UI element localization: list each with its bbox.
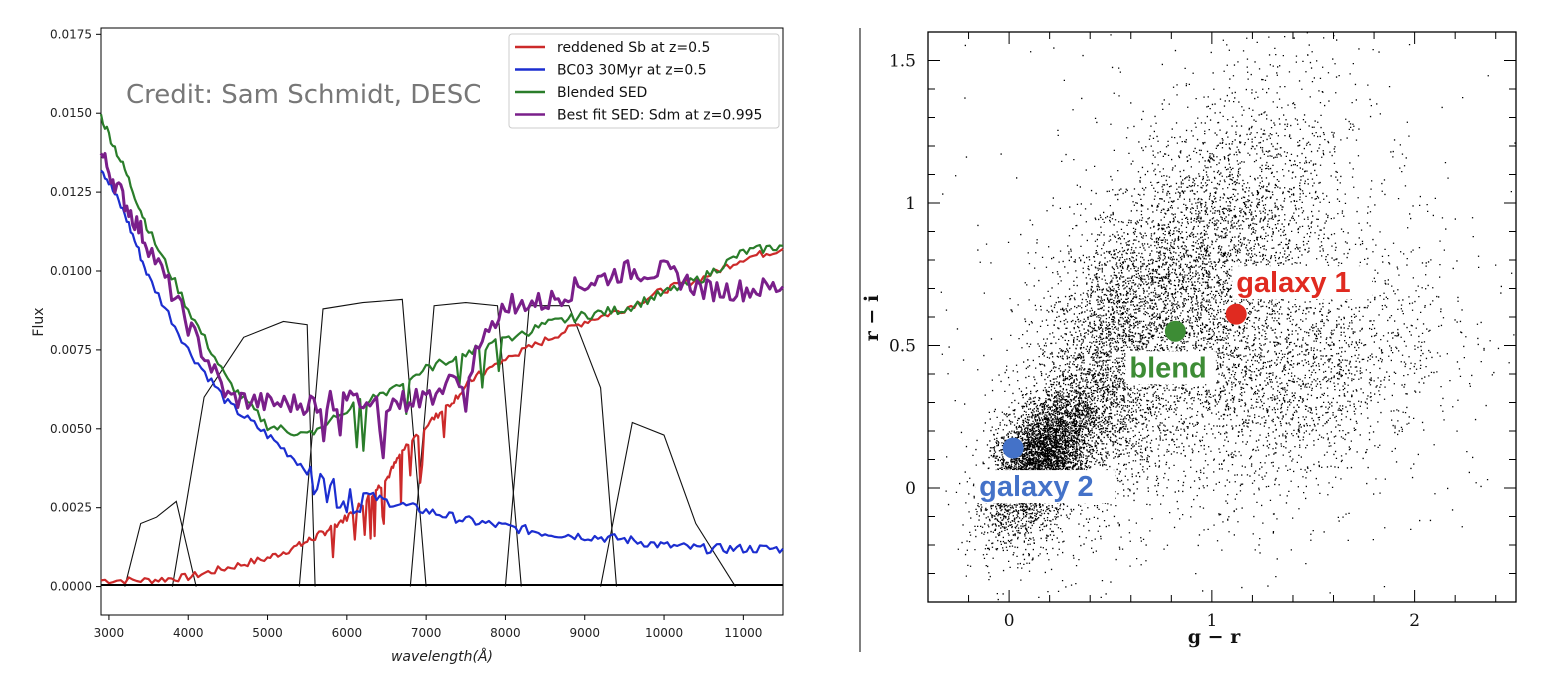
sed-y-axis-label: Flux <box>31 307 47 336</box>
sed-y-tick-label: 0.0125 <box>50 185 92 199</box>
filter-curve-g <box>171 320 316 587</box>
cc-y-tick-label: 1 <box>905 194 916 214</box>
sed-x-tick-label: 9000 <box>569 626 600 640</box>
label-bg <box>1232 266 1373 300</box>
legend-entry: BC03 30Myr at z=0.5 <box>557 63 707 79</box>
cc-x-axis-label: g − r <box>1188 626 1241 648</box>
cc-y-axis-label: r − i <box>861 295 883 341</box>
sed-y-tick-label: 0.0025 <box>50 501 92 515</box>
legend-entry: reddened Sb at z=0.5 <box>557 40 710 56</box>
legend-box <box>508 33 780 129</box>
sed-legend: reddened Sb at z=0.5 BC03 30Myr at z=0.5 B… <box>508 33 780 129</box>
filter-curve-u <box>124 500 197 587</box>
series-line-1 <box>100 169 784 555</box>
cc-plot-frame <box>927 31 1517 603</box>
marker-blend <box>1164 320 1186 342</box>
credit-text: Credit: Sam Schmidt, DESC <box>126 80 481 110</box>
sed-y-tick-label: 0.0175 <box>50 27 92 41</box>
legend-entry: Best fit SED: Sdm at z=0.995 <box>557 108 762 124</box>
cc-y-tick-label: 1.5 <box>889 52 916 72</box>
sed-y-tick-label: 0.0075 <box>50 343 92 357</box>
sed-x-tick-label: 11000 <box>724 626 762 640</box>
sed-chart: 0.0000 0.0025 0.0050 0.0075 0.0100 0.0125 0.01… <box>31 27 785 665</box>
marker-galaxy-2 <box>1002 437 1024 459</box>
series-line-0 <box>100 247 784 585</box>
sed-plot-frame <box>100 27 784 616</box>
sed-x-tick-label: 10000 <box>645 626 683 640</box>
sed-x-tick-label: 3000 <box>94 626 125 640</box>
sed-x-tick-label: 4000 <box>173 626 204 640</box>
sed-x-axis-label: wavelength(Å) <box>391 648 493 665</box>
cc-x-tick-label: 2 <box>1409 611 1420 631</box>
sed-y-tick-label: 0.0000 <box>50 580 92 594</box>
sed-y-tick-label: 0.0100 <box>50 264 92 278</box>
filter-curve-i <box>409 302 522 587</box>
series-line-2 <box>99 113 784 452</box>
filter-curve-y <box>600 421 736 587</box>
sed-x-tick-label: 6000 <box>332 626 363 640</box>
label-bg <box>1125 351 1216 385</box>
sed-x-tick-label: 5000 <box>252 626 283 640</box>
series-line-3 <box>99 152 785 460</box>
label-galaxy-1: galaxy 1 <box>1236 267 1350 299</box>
cc-x-tick-label: 0 <box>1004 611 1015 631</box>
label-blend: blend <box>1129 352 1206 384</box>
label-bg <box>975 470 1116 504</box>
filter-curve-z <box>504 305 618 587</box>
sed-y-tick-label: 0.0150 <box>50 106 92 120</box>
sed-x-tick-label: 8000 <box>490 626 521 640</box>
cc-x-tick-label: 1 <box>1206 611 1217 631</box>
sed-y-tick-label: 0.0050 <box>50 422 92 436</box>
cc-y-tick-label: 0 <box>905 479 916 499</box>
sed-x-tick-label: 7000 <box>411 626 442 640</box>
label-galaxy-2: galaxy 2 <box>979 471 1093 503</box>
legend-entry: Blended SED <box>557 85 647 101</box>
marker-galaxy-1 <box>1225 303 1247 325</box>
cc-y-tick-label: 0.5 <box>889 337 916 357</box>
